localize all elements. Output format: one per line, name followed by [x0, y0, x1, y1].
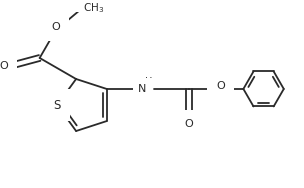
- Text: S: S: [54, 99, 61, 111]
- Text: O: O: [0, 61, 9, 71]
- Text: N: N: [138, 84, 147, 94]
- Text: CH$_3$: CH$_3$: [83, 1, 104, 15]
- Text: O: O: [184, 119, 193, 129]
- Text: H: H: [145, 77, 152, 87]
- Text: O: O: [216, 81, 225, 91]
- Text: O: O: [51, 22, 60, 32]
